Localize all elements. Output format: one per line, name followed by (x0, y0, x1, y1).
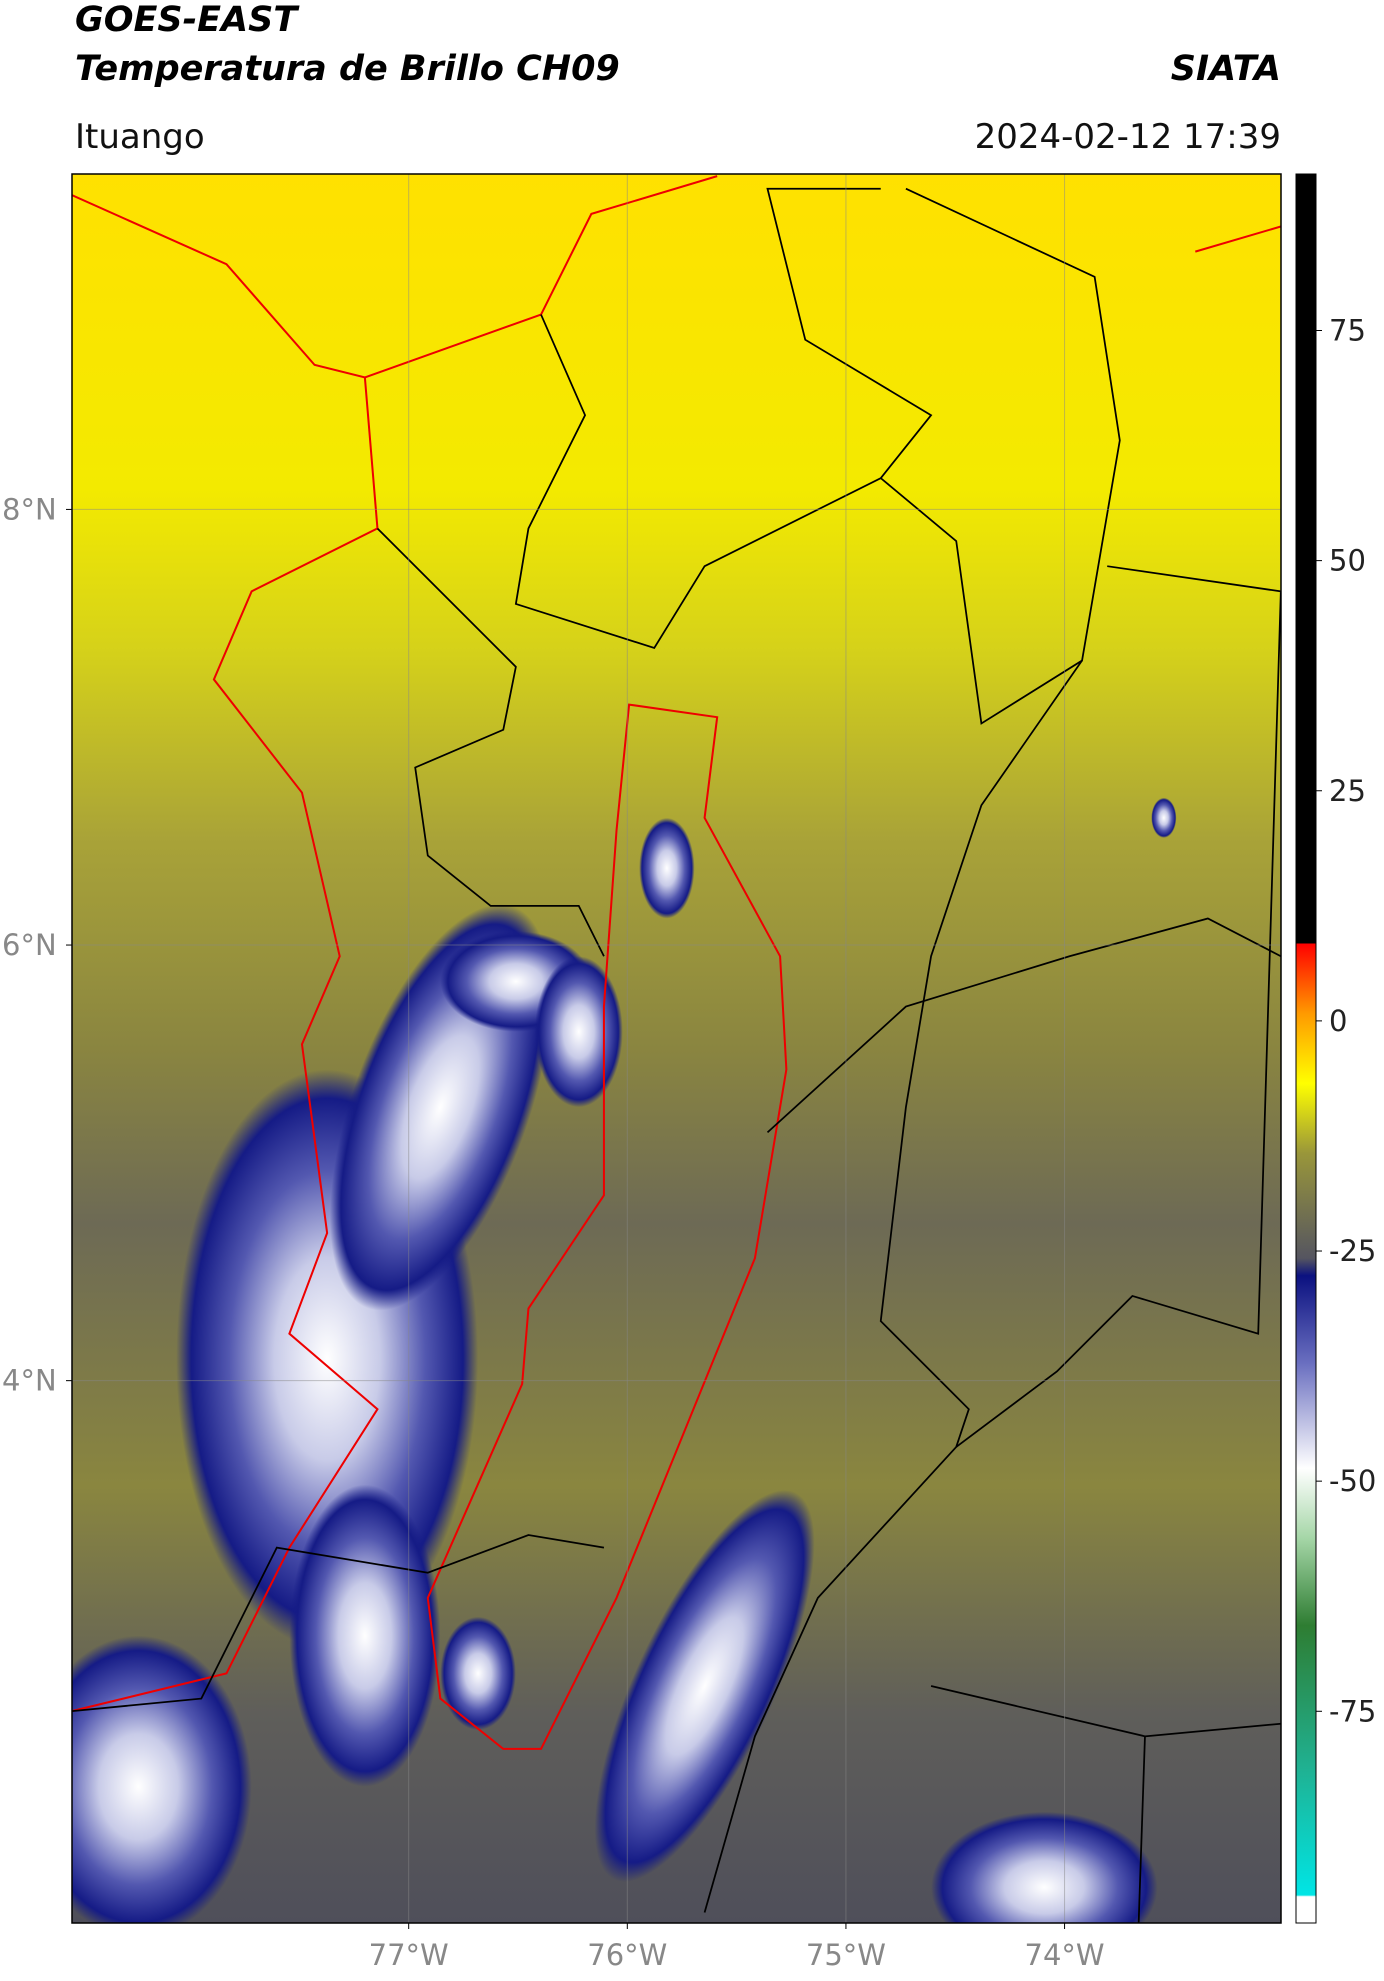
colorbar-tick-label: 0 (1329, 1004, 1347, 1038)
colorbar-tick-label: 75 (1329, 313, 1366, 347)
lon-tick-label: 76°W (587, 1938, 667, 1972)
graticule (72, 174, 1281, 1923)
lon-tick-label: 75°W (806, 1938, 886, 1972)
location: Ituango (75, 117, 205, 157)
lon-tick-label: 77°W (369, 1938, 449, 1972)
lat-tick-label: 8°N (2, 492, 57, 526)
colorbar-tick-label: 50 (1329, 544, 1366, 578)
colorbar (1295, 173, 1317, 1924)
subtitle: Temperatura de Brillo CH09 (75, 49, 620, 89)
lat-tick-label: 6°N (2, 928, 57, 962)
lat-tick-label: 4°N (2, 1364, 57, 1398)
map-frame (71, 173, 1282, 1924)
map-image (72, 174, 1281, 1923)
timestamp: 2024-02-12 17:39 (975, 117, 1281, 157)
colorbar-tick-label: -75 (1329, 1694, 1376, 1728)
colorbar-tick-label: -25 (1329, 1234, 1376, 1268)
title: GOES-EAST (75, 0, 300, 40)
colorbar-tick-label: -50 (1329, 1464, 1376, 1498)
organization: SIATA (1171, 49, 1281, 89)
lon-tick-label: 74°W (1025, 1938, 1105, 1972)
colorbar-tick-label: 25 (1329, 774, 1366, 808)
